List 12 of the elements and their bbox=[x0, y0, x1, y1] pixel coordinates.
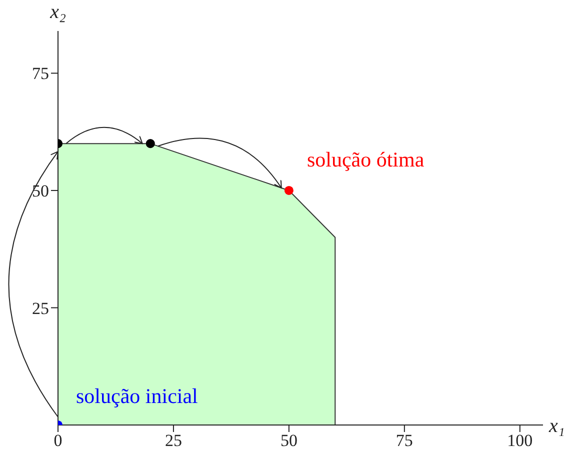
annotation: solução inicial bbox=[76, 384, 198, 408]
y-tick-label: 75 bbox=[32, 64, 49, 84]
y-axis-title: x₂ bbox=[49, 1, 66, 23]
x-tick-label: 0 bbox=[54, 431, 62, 450]
x-tick-label: 100 bbox=[507, 431, 533, 450]
x-axis-title: x₁ bbox=[548, 415, 565, 437]
x-tick-label: 50 bbox=[280, 431, 298, 450]
y-tick-label: 50 bbox=[32, 182, 49, 201]
y-tick-label: 25 bbox=[32, 298, 49, 318]
annotation: solução ótima bbox=[306, 147, 425, 172]
x-tick-label: 25 bbox=[164, 431, 182, 450]
x-tick-label: 75 bbox=[396, 431, 413, 450]
